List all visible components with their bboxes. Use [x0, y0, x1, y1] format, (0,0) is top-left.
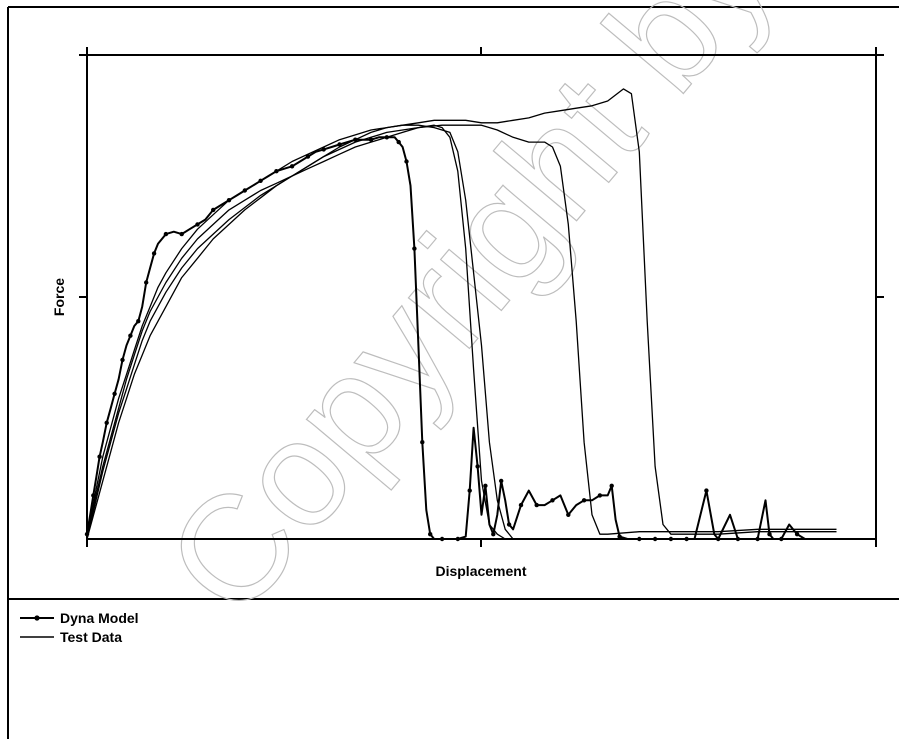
data-point-dyna-model [242, 188, 247, 193]
data-point-dyna-model [499, 478, 504, 484]
data-point-dyna-model [779, 536, 784, 542]
data-point-dyna-model [353, 137, 358, 142]
data-point-dyna-model [483, 483, 488, 488]
data-point-dyna-model [652, 536, 658, 542]
data-point-dyna-model [668, 536, 674, 542]
data-point-dyna-model [368, 137, 374, 142]
data-point-dyna-model [91, 493, 96, 498]
y-axis-label: Force [51, 278, 67, 316]
data-point-dyna-model [704, 488, 709, 493]
data-point-dyna-model [475, 464, 480, 469]
data-point-dyna-model [104, 420, 109, 425]
data-point-dyna-model [684, 536, 689, 542]
watermark: Copyright by [133, 0, 804, 646]
data-point-dyna-model [274, 169, 279, 174]
data-point-dyna-model [404, 159, 409, 164]
data-point-dyna-model [84, 532, 90, 537]
data-point-dyna-model [617, 534, 622, 539]
data-point-dyna-model [609, 483, 614, 488]
data-point-dyna-model [195, 222, 200, 227]
data-point-dyna-model [467, 488, 472, 493]
data-point-dyna-model [151, 251, 157, 256]
data-point-dyna-model [566, 512, 571, 517]
data-point-dyna-model [716, 536, 721, 542]
data-point-dyna-model [128, 333, 133, 338]
data-point-dyna-model [518, 502, 524, 508]
legend-label-test-data: Test Data [60, 629, 122, 645]
legend-item-dyna-model: Dyna Model [20, 610, 139, 626]
data-point-dyna-model [179, 231, 184, 237]
data-point-dyna-model [491, 532, 496, 537]
legend-item-test-data: Test Data [20, 629, 122, 645]
data-point-dyna-model [534, 502, 539, 508]
data-point-dyna-model [755, 536, 760, 542]
data-point-dyna-model [597, 493, 603, 498]
series-test-data-2 [86, 124, 837, 540]
data-point-dyna-model [144, 280, 149, 285]
watermark-text: Copyright by [133, 0, 803, 645]
data-point-dyna-model [794, 532, 800, 537]
data-point-dyna-model [163, 231, 169, 237]
series-test-data-4 [86, 124, 521, 540]
data-point-dyna-model [211, 207, 216, 213]
data-point-dyna-model [428, 532, 433, 537]
data-point-dyna-model [735, 536, 741, 542]
series-dyna-model-0 [84, 135, 806, 542]
data-point-dyna-model [226, 198, 232, 203]
series-layer [84, 88, 837, 542]
data-point-dyna-model [420, 440, 425, 445]
data-point-dyna-model [396, 139, 401, 145]
data-point-dyna-model [258, 178, 263, 183]
data-point-dyna-model [321, 147, 326, 152]
series-line-test-data [86, 124, 521, 540]
data-point-dyna-model [112, 391, 117, 396]
data-point-dyna-model [637, 536, 642, 542]
data-point-dyna-model [412, 246, 417, 251]
data-point-dyna-model [581, 498, 587, 503]
data-point-dyna-model [767, 532, 772, 537]
data-point-dyna-model [289, 164, 295, 169]
data-point-dyna-model [305, 154, 311, 159]
data-point-dyna-model [120, 357, 125, 363]
legend-marker-dyna-model [34, 615, 40, 621]
x-axis-label: Displacement [435, 563, 526, 579]
series-line-test-data [86, 124, 837, 540]
data-point-dyna-model [384, 135, 389, 140]
data-point-dyna-model [550, 498, 555, 503]
data-point-dyna-model [455, 536, 460, 542]
data-point-dyna-model [439, 536, 445, 542]
legend-label-dyna-model: Dyna Model [60, 610, 139, 626]
legend: Dyna Model Test Data [20, 610, 139, 645]
data-point-dyna-model [97, 454, 102, 459]
data-point-dyna-model [136, 319, 141, 324]
data-point-dyna-model [337, 142, 342, 147]
data-point-dyna-model [506, 522, 512, 527]
